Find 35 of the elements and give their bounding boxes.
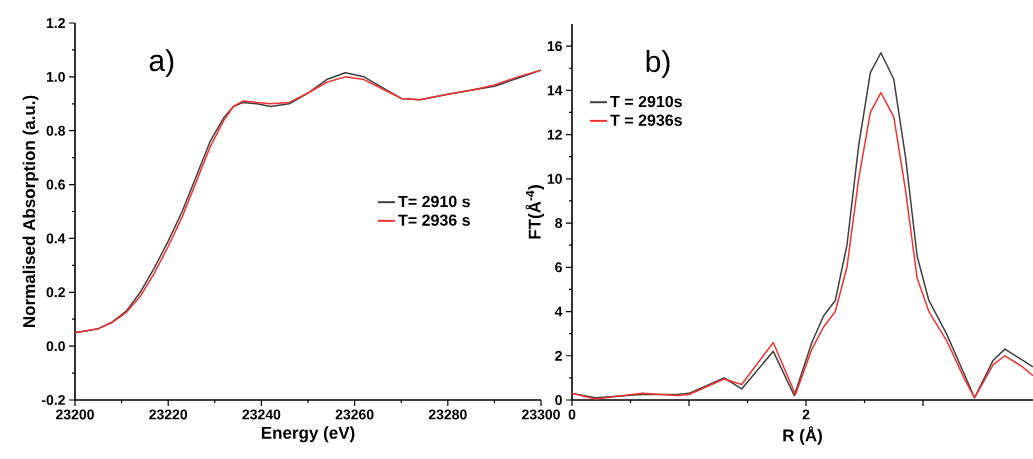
x-tick-label: 0 <box>568 409 576 420</box>
y-tick-label: 0.2 <box>46 287 65 298</box>
x-tick-label: 2 <box>802 409 810 420</box>
y-tick-label: 0 <box>555 395 562 405</box>
x-axis-title: Energy (eV) <box>261 426 355 443</box>
x-tick-label: 23260 <box>335 409 374 420</box>
legend-label: T= 2936 s <box>398 214 470 226</box>
x-tick-label: 23300 <box>522 409 560 420</box>
x-tick-label: 23240 <box>242 409 281 420</box>
annotation: b) <box>646 50 670 79</box>
x-tick-label: 23220 <box>149 409 188 420</box>
y-tick-label: 6 <box>555 262 562 273</box>
legend-label: T = 2910s <box>610 95 682 108</box>
y-tick-label: 8 <box>555 218 563 229</box>
y-tick-label: 0.8 <box>46 125 66 136</box>
y-tick-label: 1.2 <box>46 18 65 28</box>
y-tick-label: 16 <box>547 41 562 52</box>
y-tick-label: 1.0 <box>46 71 65 82</box>
legend-label: T= 2910 s <box>398 195 470 208</box>
y-tick-label: 0.6 <box>46 179 65 190</box>
y-tick-label: 2 <box>555 350 562 361</box>
y-tick-label: -0.2 <box>41 395 65 405</box>
legend-label: T = 2936s <box>610 114 682 126</box>
y-tick-label: 10 <box>547 173 562 184</box>
annotation: a) <box>149 49 174 78</box>
y-axis-title: Normalised Absorption (a.u.) <box>22 95 39 327</box>
y-tick-label: 4 <box>554 306 563 317</box>
y-tick-label: 14 <box>547 85 563 96</box>
y-tick-label: 0.0 <box>46 341 65 352</box>
x-tick-label: 23280 <box>428 409 467 420</box>
y-tick-label: 0.4 <box>46 233 66 244</box>
x-tick-label: 23200 <box>56 409 94 420</box>
y-axis-title: FT(Å$^{-4}$) <box>525 185 545 239</box>
y-tick-label: 12 <box>547 129 562 140</box>
x-axis-title: R (Å) <box>783 426 822 445</box>
